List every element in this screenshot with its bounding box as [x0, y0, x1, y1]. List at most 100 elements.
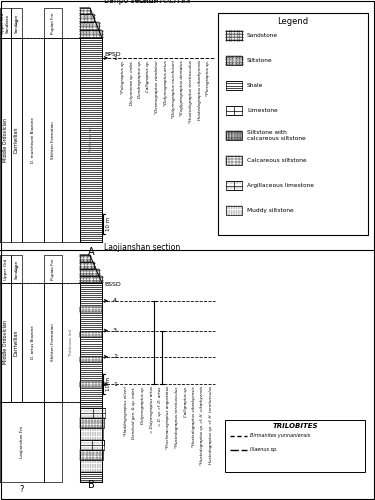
Text: Legend: Legend [278, 17, 309, 26]
Text: Didymograptus sp.: Didymograptus sp. [141, 386, 145, 424]
Text: TRILOBITES: TRILOBITES [272, 423, 318, 429]
Text: *Didymograptus murchisoni: *Didymograptus murchisoni [172, 60, 176, 118]
Text: Calligraptus sp.: Calligraptus sp. [147, 60, 150, 92]
Text: Hustedograptus vikarbyensis: Hustedograptus vikarbyensis [198, 60, 201, 120]
Text: Thickness (m): Thickness (m) [89, 126, 93, 154]
Text: Hustedograptus sp. cf. H. teretiusculus: Hustedograptus sp. cf. H. teretiusculus [209, 386, 213, 464]
Bar [226, 131, 242, 140]
Text: Dictyonema sp. indet.: Dictyonema sp. indet. [129, 60, 134, 105]
Text: ?: ? [20, 486, 24, 494]
Text: 10 m: 10 m [106, 377, 111, 391]
Text: *Pterograptus sp.: *Pterograptus sp. [206, 60, 210, 96]
Text: ?: ? [14, 20, 18, 26]
Text: Middle Ordovician: Middle Ordovician [3, 118, 8, 162]
Bar [80, 283, 102, 402]
Text: ?: ? [14, 266, 18, 272]
Text: B: B [88, 480, 94, 490]
Text: 3: 3 [113, 328, 117, 333]
Bar [80, 307, 102, 312]
Bar [226, 81, 242, 90]
Bar [80, 418, 104, 428]
Text: Banpo section: Banpo section [104, 0, 158, 5]
Bar [80, 402, 102, 408]
Text: *Hustedograptus teretiusculus: *Hustedograptus teretiusculus [175, 386, 179, 448]
Text: Shale: Shale [247, 83, 263, 88]
Text: Upper Ord: Upper Ord [3, 258, 8, 280]
Text: BPSD: BPSD [104, 52, 121, 57]
Text: Argillaceous limestone: Argillaceous limestone [247, 183, 314, 188]
Text: *Hustedograptus vikarbyensis: *Hustedograptus vikarbyensis [192, 386, 196, 447]
Bar [80, 14, 94, 22]
Text: GRAPTOLITES: GRAPTOLITES [139, 0, 191, 5]
Text: D. murchisoni Biozone: D. murchisoni Biozone [31, 117, 35, 163]
Text: Sandstone: Sandstone [247, 33, 278, 38]
Text: Pupiao Fm: Pupiao Fm [51, 12, 55, 34]
Text: Middle Ordovician: Middle Ordovician [3, 320, 8, 364]
Text: Illaenus sp.: Illaenus sp. [250, 448, 278, 452]
Bar [80, 428, 103, 440]
Bar [80, 357, 102, 362]
Bar [226, 31, 242, 40]
Text: 1: 1 [113, 56, 117, 60]
Bar [80, 332, 102, 337]
Text: Darriwilian: Darriwilian [14, 126, 19, 153]
Bar [80, 30, 102, 38]
Text: 4: 4 [113, 298, 117, 304]
Bar [226, 106, 242, 115]
Text: *Hustedograptus teretiusculus: *Hustedograptus teretiusculus [189, 60, 193, 123]
Text: = Didymograptus artus: = Didymograptus artus [150, 386, 153, 434]
Bar [218, 13, 368, 235]
Bar [226, 206, 242, 215]
Text: 2: 2 [113, 354, 117, 360]
Bar [80, 472, 102, 482]
Text: Sandbian: Sandbian [15, 260, 18, 278]
Text: Darriwilian: Darriwilian [14, 329, 19, 356]
Text: Siltstone with
calcareous siltstone: Siltstone with calcareous siltstone [247, 130, 306, 141]
Bar [80, 269, 99, 276]
Bar [80, 382, 102, 387]
Text: A: A [88, 247, 94, 257]
Text: Dendroid gen. & sp. indet.: Dendroid gen. & sp. indet. [132, 386, 136, 439]
Text: Upper Ord
Sandbian: Upper Ord Sandbian [1, 12, 10, 34]
Text: Shihten Formation: Shihten Formation [51, 324, 55, 362]
Text: = D. sp. cf. D. artus: = D. sp. cf. D. artus [158, 386, 162, 426]
Text: Laojianshan Fm: Laojianshan Fm [20, 426, 24, 458]
Bar [80, 440, 104, 450]
Text: 1: 1 [113, 382, 117, 386]
Text: Dendrograptus sp.: Dendrograptus sp. [138, 60, 142, 98]
Text: *Hustedograptus sp. cf. H. vikarbyensis: *Hustedograptus sp. cf. H. vikarbyensis [201, 386, 204, 466]
Text: BSSD: BSSD [104, 282, 121, 287]
Bar [80, 276, 102, 283]
Bar [226, 181, 242, 190]
Bar [80, 408, 105, 418]
Text: 10 m: 10 m [106, 217, 111, 231]
Bar [80, 262, 94, 269]
Text: Limestone: Limestone [247, 108, 278, 113]
Text: *Eoglyptograptus dentatus: *Eoglyptograptus dentatus [180, 60, 184, 116]
Text: Siltstone: Siltstone [247, 58, 273, 63]
Text: Sandbian: Sandbian [15, 14, 18, 32]
Text: Calligraptus sp.: Calligraptus sp. [183, 386, 188, 418]
Text: D. artus Biozone: D. artus Biozone [31, 326, 35, 360]
Text: Calcareous siltstone: Calcareous siltstone [247, 158, 307, 163]
Text: Birmanites yunnaniensis: Birmanites yunnaniensis [250, 434, 310, 438]
Bar [80, 8, 90, 14]
Text: *Haddingograptus oliveri: *Haddingograptus oliveri [124, 386, 128, 436]
Bar [226, 156, 242, 165]
Bar [80, 450, 103, 460]
Text: Pupiao Fm: Pupiao Fm [51, 258, 55, 280]
Text: Shihten Formation: Shihten Formation [51, 121, 55, 159]
Bar [80, 255, 90, 262]
Text: *Didymograptus artus: *Didymograptus artus [164, 60, 168, 106]
Bar [80, 38, 102, 242]
Text: Thickness (m): Thickness (m) [69, 329, 73, 356]
Bar [80, 22, 99, 30]
Bar [80, 460, 102, 472]
Text: *Proclimacograptus angustatus: *Proclimacograptus angustatus [166, 386, 171, 450]
Bar [226, 56, 242, 65]
Text: *Desmograptus vandelooi: *Desmograptus vandelooi [155, 60, 159, 114]
Text: *Pulograptus sp.: *Pulograptus sp. [121, 60, 125, 94]
Bar [225, 420, 365, 472]
Text: Laojianshan section: Laojianshan section [104, 243, 180, 252]
Text: Muddy siltstone: Muddy siltstone [247, 208, 294, 213]
